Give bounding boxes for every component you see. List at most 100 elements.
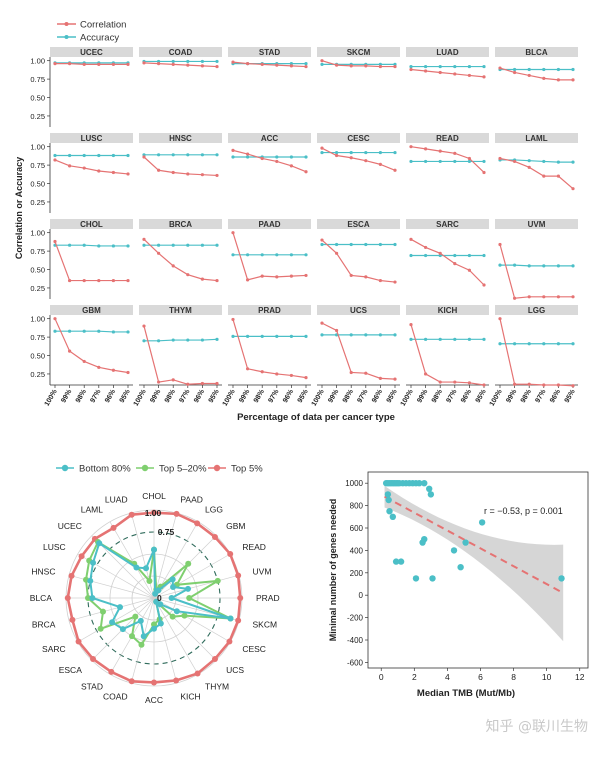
facet-correlation-point bbox=[97, 278, 101, 283]
radar-point bbox=[153, 598, 160, 605]
facet-correlation-line bbox=[499, 318, 574, 387]
facet-accuracy-point bbox=[513, 342, 517, 346]
facet-correlation-point bbox=[556, 295, 561, 299]
facet-strip bbox=[139, 133, 222, 143]
radar-point bbox=[108, 668, 115, 675]
facet-strip bbox=[50, 133, 133, 143]
facet-correlation-point bbox=[289, 274, 293, 278]
facet-strip-label: READ bbox=[436, 134, 459, 143]
facet-correlation-point bbox=[246, 62, 250, 66]
facet-accuracy-point bbox=[527, 159, 531, 163]
facet-correlation-line bbox=[232, 319, 307, 379]
radar-point bbox=[133, 564, 140, 571]
radar-point bbox=[185, 560, 192, 567]
facet-correlation-point bbox=[53, 317, 57, 321]
facet-accuracy-point bbox=[260, 334, 264, 338]
facet-correlation-point bbox=[215, 173, 219, 178]
facet-correlation-point bbox=[424, 147, 428, 151]
facet-strip-label: LGG bbox=[528, 306, 545, 315]
radar-category-label: UVM bbox=[253, 567, 272, 577]
facet-panel: READ bbox=[406, 133, 489, 175]
facet-correlation-point bbox=[215, 278, 219, 283]
legend-correlation-label: Correlation bbox=[80, 20, 126, 31]
facet-correlation-point bbox=[556, 78, 561, 82]
facet-x-tick-label: 96% bbox=[282, 388, 295, 404]
facet-accuracy-point bbox=[111, 330, 115, 334]
facet-correlation-point bbox=[53, 62, 57, 66]
facet-correlation-point bbox=[82, 166, 86, 170]
facet-strip-label: ESCA bbox=[347, 220, 369, 229]
facet-strip-label: UCEC bbox=[80, 48, 103, 57]
scatter-x-tick-label: 10 bbox=[542, 672, 552, 682]
facet-strip bbox=[50, 305, 133, 315]
facet-accuracy-point bbox=[171, 59, 175, 64]
facet-x-tick-label: 97% bbox=[89, 388, 102, 404]
facet-x-tick-label: 98% bbox=[164, 388, 177, 404]
radar-category-label: PAAD bbox=[180, 494, 203, 504]
facet-accuracy-point bbox=[171, 243, 175, 247]
facet-y-tick-label: 0.50 bbox=[30, 266, 45, 275]
facet-accuracy-point bbox=[393, 62, 397, 66]
facet-accuracy-point bbox=[200, 153, 204, 157]
scatter-point bbox=[389, 513, 397, 520]
facet-panel: SKCM bbox=[317, 47, 400, 69]
radar-point bbox=[128, 678, 135, 685]
facet-x-tick-label: 99% bbox=[327, 388, 340, 404]
radar-point bbox=[119, 626, 126, 633]
radar-spoke bbox=[130, 597, 155, 684]
facet-x-tick-label: 99% bbox=[416, 388, 429, 404]
facet-accuracy-point bbox=[527, 67, 531, 72]
scatter-annotation: r = −0.53, p = 0.001 bbox=[484, 506, 563, 516]
radar-point bbox=[151, 625, 157, 632]
facet-accuracy-point bbox=[289, 62, 293, 66]
facet-correlation-line bbox=[410, 68, 485, 78]
radar-point bbox=[90, 559, 97, 566]
radar-category-label: ACC bbox=[145, 695, 163, 705]
facet-accuracy-point bbox=[231, 155, 235, 159]
facet-strip-label: SKCM bbox=[347, 48, 371, 57]
facet-correlation-point bbox=[571, 384, 575, 388]
facet-y-tick-label: 0.75 bbox=[30, 333, 45, 342]
facet-accuracy-point bbox=[453, 64, 457, 69]
facet-correlation-point bbox=[349, 273, 353, 278]
facet-accuracy-point bbox=[68, 153, 72, 158]
scatter-confidence-band bbox=[384, 485, 564, 642]
facet-correlation-point bbox=[260, 156, 264, 161]
radar-point bbox=[129, 633, 135, 640]
facet-correlation-point bbox=[527, 295, 531, 299]
facet-correlation-point bbox=[275, 63, 279, 67]
facet-correlation-point bbox=[157, 62, 161, 66]
facet-correlation-point bbox=[349, 64, 353, 68]
facet-accuracy-point bbox=[246, 155, 250, 159]
radar-category-label: LUSC bbox=[43, 542, 66, 552]
facet-accuracy-point bbox=[82, 153, 86, 158]
facet-accuracy-point bbox=[482, 159, 486, 164]
facet-strip bbox=[495, 47, 578, 57]
facet-accuracy-point bbox=[513, 67, 517, 72]
facet-accuracy-point bbox=[97, 244, 101, 248]
scatter-x-tick-label: 2 bbox=[412, 672, 417, 682]
facet-correlation-point bbox=[126, 172, 130, 176]
facet-correlation-line bbox=[410, 146, 485, 173]
scatter-point bbox=[462, 539, 469, 546]
radar-point bbox=[181, 612, 188, 619]
radar-point bbox=[211, 655, 218, 662]
facet-correlation-point bbox=[438, 251, 442, 255]
radar-spoke bbox=[153, 574, 240, 599]
legend-accuracy-label: Accuracy bbox=[80, 33, 119, 44]
facet-correlation-point bbox=[215, 64, 219, 69]
facet-x-tick-label: 99% bbox=[149, 388, 162, 404]
facet-accuracy-point bbox=[142, 153, 146, 157]
facet-correlation-point bbox=[142, 61, 146, 65]
facet-panel: UCEC 1.00 0.75 0.50 0.25 bbox=[30, 47, 133, 127]
radar-point bbox=[227, 551, 234, 557]
facet-strip-label: UCS bbox=[350, 306, 368, 315]
facet-accuracy-point bbox=[231, 253, 235, 257]
radar-point bbox=[173, 677, 180, 684]
scatter-y-tick-label: 600 bbox=[350, 524, 364, 533]
facet-accuracy-point bbox=[157, 59, 161, 64]
radar-category-label: COAD bbox=[103, 692, 128, 702]
facet-strip bbox=[406, 133, 489, 143]
facet-correlation-point bbox=[200, 64, 204, 68]
facet-correlation-point bbox=[97, 62, 101, 66]
